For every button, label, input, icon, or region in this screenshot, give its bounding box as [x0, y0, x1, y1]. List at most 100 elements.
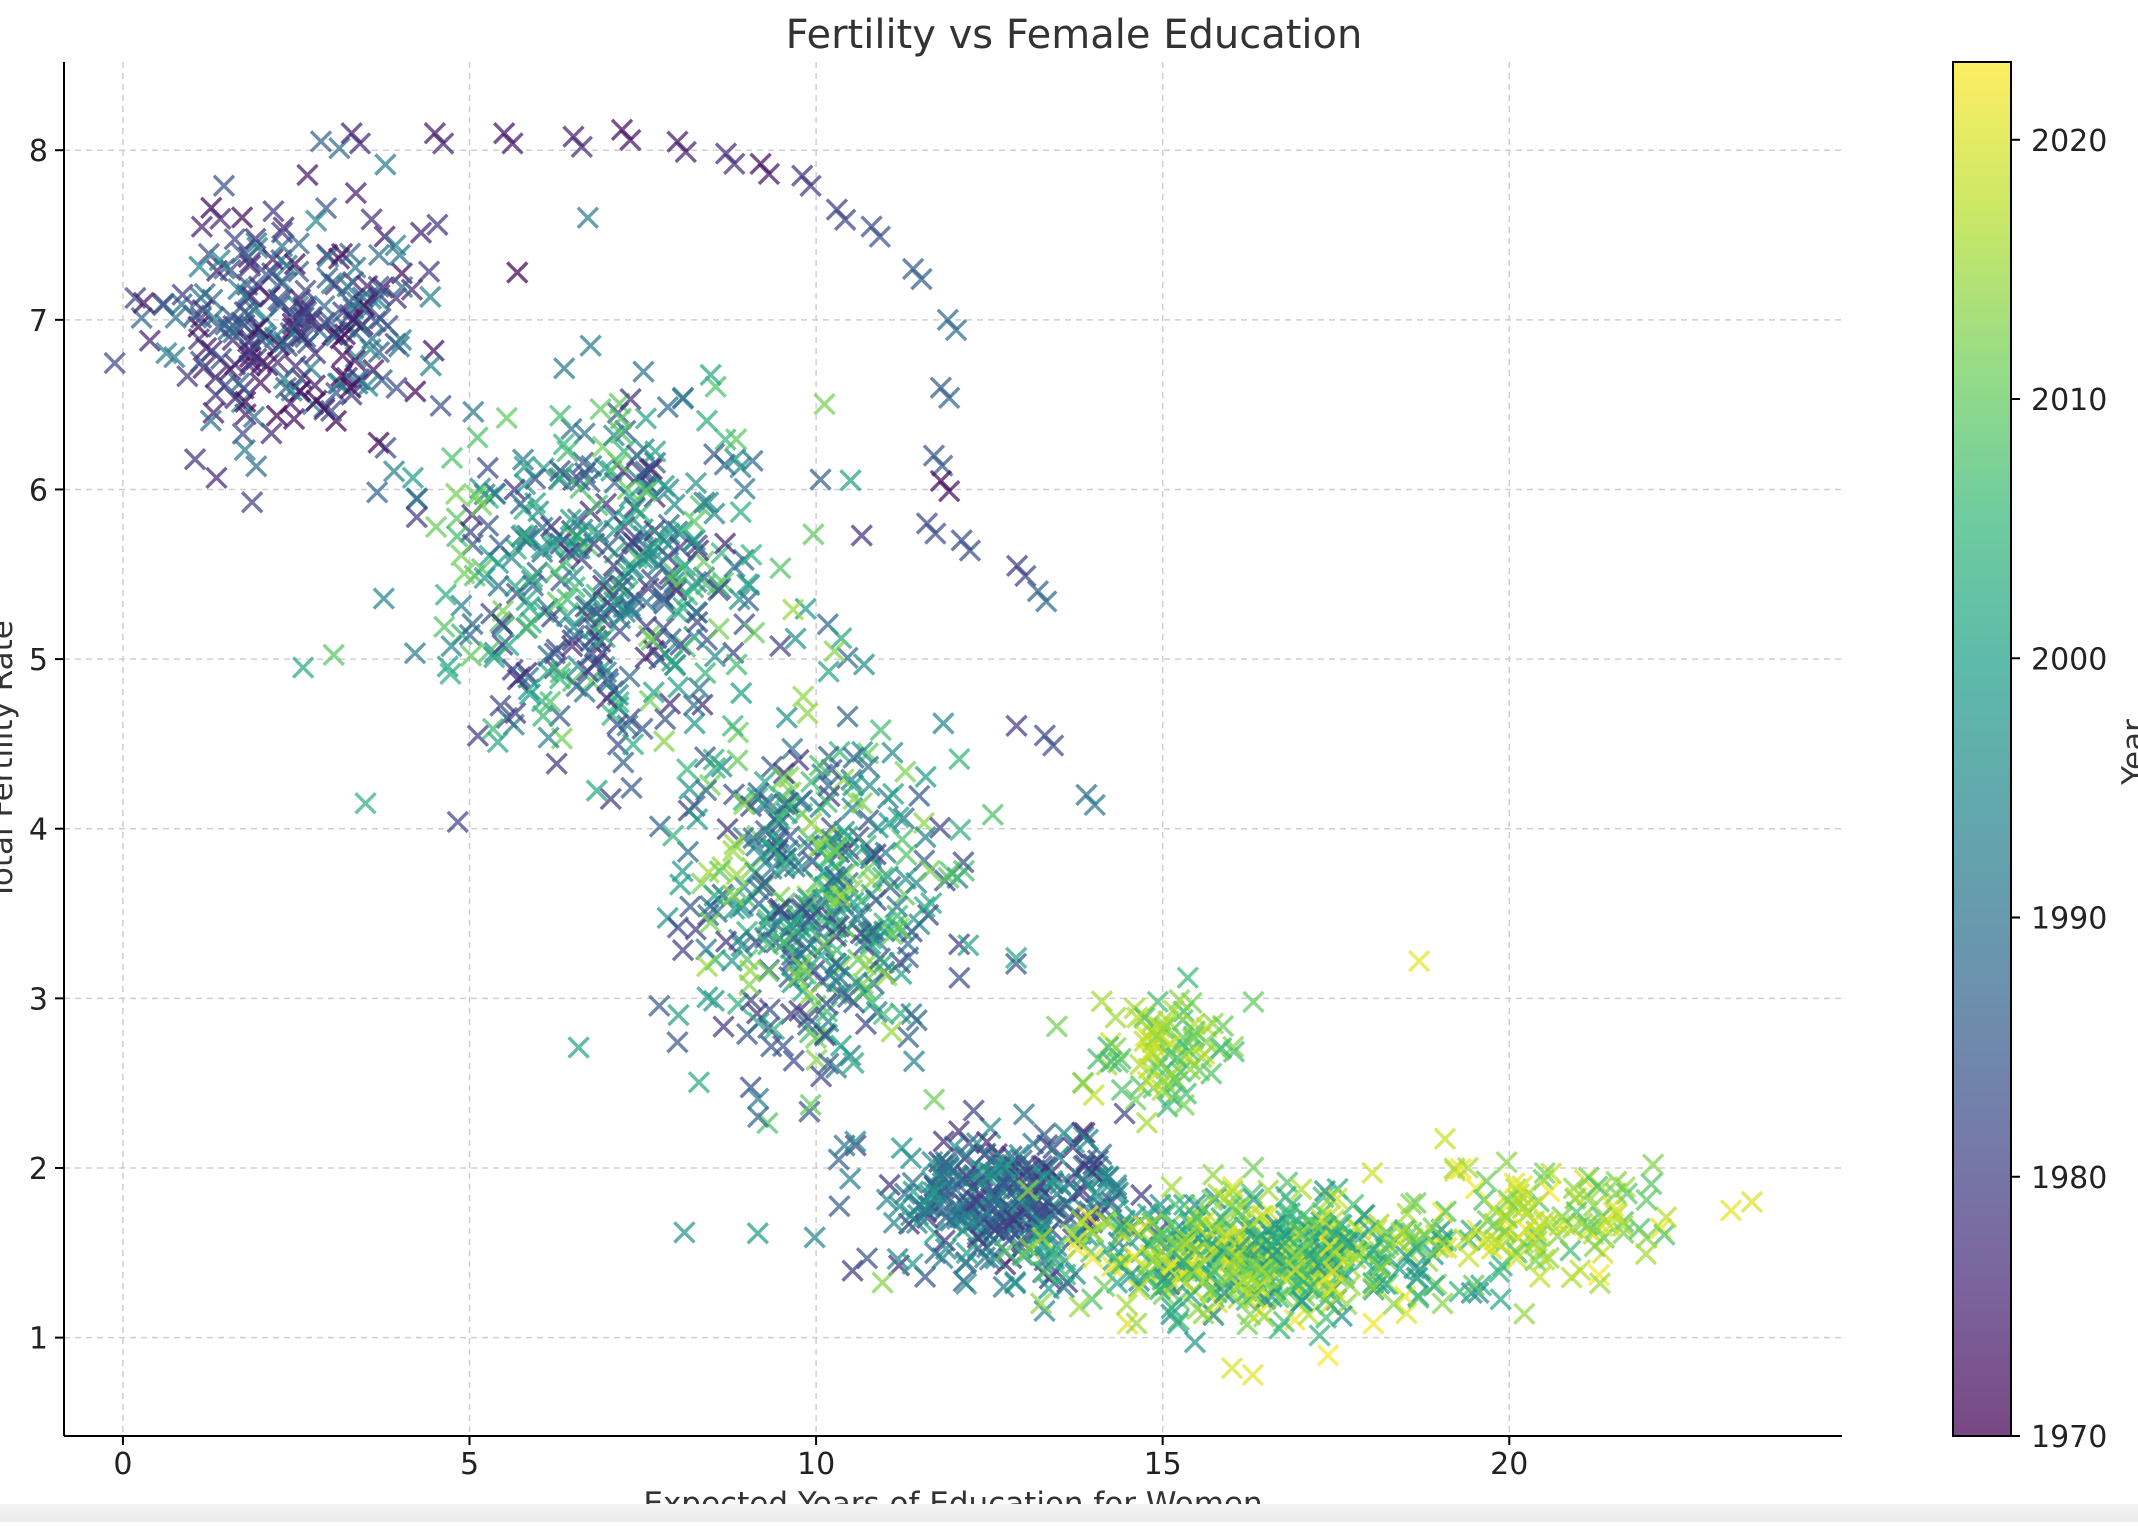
scatter-point: [815, 1000, 839, 1023]
scatter-point: [238, 345, 262, 368]
scatter-point: [844, 1130, 867, 1153]
scatter-point: [823, 639, 846, 663]
scatter-point: [313, 294, 336, 318]
scatter-point: [1086, 1047, 1110, 1071]
scatter-point: [155, 341, 178, 365]
scatter-point: [1362, 1312, 1385, 1335]
scatter-point: [660, 649, 684, 672]
scatter-point: [1033, 1260, 1057, 1283]
scatter-point: [476, 514, 500, 538]
scatter-point: [1249, 1204, 1273, 1228]
scatter-point: [609, 407, 633, 430]
scatter-point: [713, 532, 737, 555]
scatter-point: [1118, 1264, 1142, 1287]
scatter-point: [713, 453, 737, 476]
scatter-point: [978, 1248, 1002, 1271]
scatter-point: [233, 438, 257, 462]
scatter-point: [1634, 1242, 1658, 1266]
colorbar: [1952, 61, 2012, 1437]
scatter-point: [1231, 1269, 1254, 1293]
scatter-point: [937, 479, 961, 503]
scatter-point: [132, 291, 155, 315]
scatter-point: [589, 397, 612, 421]
scatter-point: [1407, 949, 1431, 973]
scatter-point: [899, 1147, 923, 1170]
scatter-point: [1587, 1263, 1611, 1287]
x-axis-ticks: 0 5 10 15 20: [113, 1436, 1528, 1482]
scatter-point: [1097, 1165, 1121, 1189]
scatter-point: [1374, 1272, 1397, 1296]
scatter-point: [531, 704, 555, 728]
scatter-point: [453, 562, 476, 585]
scatter-point: [714, 930, 738, 953]
scatter-point: [521, 565, 544, 589]
scatter-point: [706, 573, 729, 597]
scatter-point: [723, 447, 747, 471]
scatter-point: [640, 568, 664, 591]
colorbar-tick-label: 1980: [2031, 1161, 2107, 1196]
scatter-point: [1071, 1071, 1095, 1095]
scatter-point: [1588, 1272, 1612, 1295]
scatter-point: [548, 704, 571, 728]
scatter-point: [910, 267, 933, 291]
scatter-point: [282, 407, 306, 431]
scatter-point: [954, 1252, 977, 1275]
scatter-point: [726, 992, 750, 1016]
scatter-point: [842, 774, 865, 797]
scatter-point: [1654, 1205, 1678, 1229]
scatter-point: [549, 661, 572, 684]
scatter-point: [882, 782, 905, 806]
scatter-point: [372, 587, 396, 610]
scatter-point: [503, 478, 526, 501]
scatter-point: [537, 644, 560, 667]
scatter-point: [642, 681, 665, 704]
scatter-point: [261, 248, 284, 271]
scatter-point: [1083, 793, 1106, 817]
scatter-point: [1116, 1312, 1139, 1335]
scatter-point: [367, 431, 390, 454]
scatter-point: [270, 221, 294, 244]
scatter-point: [246, 236, 269, 259]
scatter-point: [905, 1211, 929, 1235]
scatter-point: [552, 433, 575, 456]
scatter-point: [245, 455, 268, 478]
scatter-point: [684, 471, 708, 495]
scatter-point: [512, 523, 535, 547]
scatter-point: [481, 717, 505, 741]
scatter-point: [842, 891, 865, 914]
scatter-point: [967, 1208, 990, 1232]
scatter-point: [1242, 990, 1265, 1014]
scatter-point: [417, 260, 441, 283]
y-tick-label: 3: [29, 982, 48, 1017]
scatter-point: [608, 607, 632, 630]
scatter-point: [243, 318, 267, 341]
scatter-point: [1060, 1222, 1084, 1246]
scatter-point: [599, 787, 622, 811]
scatter-point: [1404, 1191, 1427, 1215]
scatter-point: [218, 358, 242, 381]
scatter-point: [619, 387, 642, 411]
scatter-point: [973, 1246, 997, 1269]
scatter-point: [663, 493, 686, 516]
scatter-point: [486, 730, 510, 754]
scatter-point: [1505, 1247, 1528, 1270]
scatter-point: [947, 1120, 971, 1143]
x-tick-label: 5: [460, 1447, 479, 1482]
scatter-point: [1168, 988, 1191, 1012]
scatter-point: [573, 422, 596, 445]
scatter-point: [728, 896, 752, 919]
scatter-point: [1635, 1188, 1658, 1212]
scatter-point: [591, 574, 615, 597]
scatter-point: [729, 500, 752, 524]
scatter-point: [368, 283, 391, 307]
scatter-point: [488, 534, 511, 557]
scatter-point: [374, 153, 397, 176]
scatter-point: [644, 440, 667, 463]
scatter-point: [1213, 1187, 1237, 1210]
scatter-point: [305, 389, 328, 412]
scatter-point: [687, 1071, 711, 1094]
scatter-point: [897, 1026, 920, 1049]
scatter-point: [695, 938, 718, 961]
colorbar-tick-label: 1970: [2031, 1420, 2107, 1455]
scatter-point: [260, 422, 283, 445]
